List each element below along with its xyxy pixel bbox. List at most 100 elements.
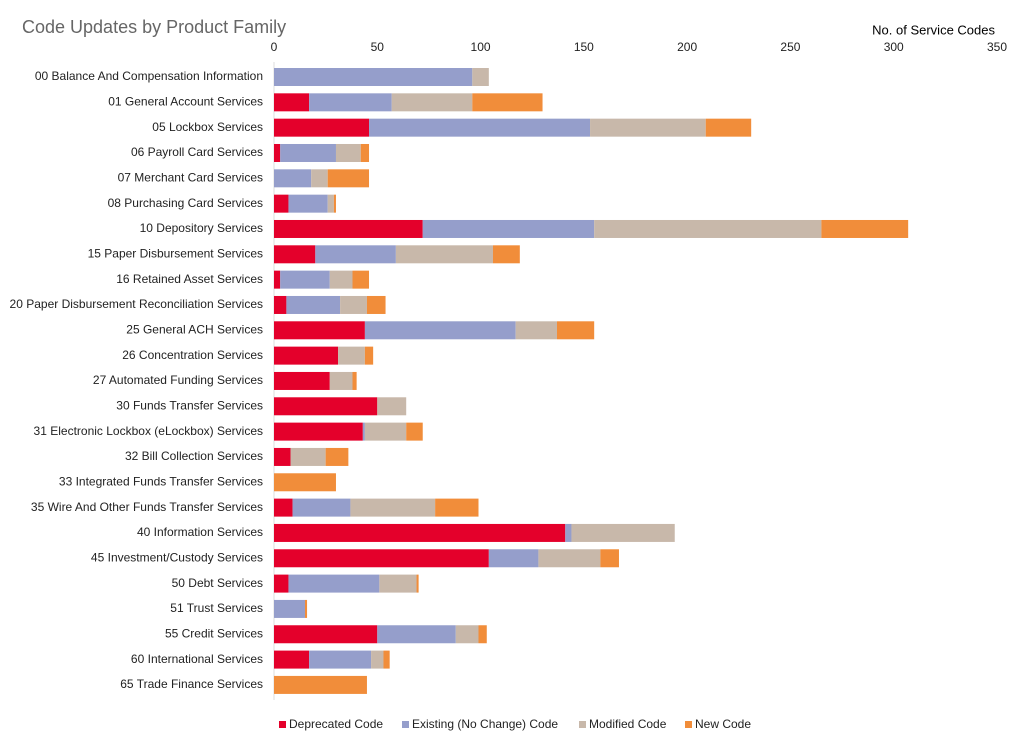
bar-segment: [371, 650, 384, 669]
y-tick-label: 10 Depository Services: [140, 221, 263, 235]
bar-segment: [350, 498, 436, 517]
legend-label: New Code: [695, 717, 751, 731]
bar-segment: [488, 549, 539, 568]
legend-label: Modified Code: [589, 717, 667, 731]
bar-segment: [315, 245, 396, 264]
bar-segment: [333, 194, 336, 213]
bar-segment: [274, 245, 316, 264]
bar-segment: [327, 169, 370, 188]
bar-segment: [274, 498, 293, 517]
legend-swatch: [579, 721, 586, 728]
y-tick-label: 20 Paper Disbursement Reconciliation Ser…: [10, 297, 263, 311]
bar-segment: [325, 447, 349, 466]
bar-segment: [274, 346, 339, 365]
y-tick-label: 33 Integrated Funds Transfer Services: [59, 474, 263, 488]
bar-segment: [274, 68, 473, 86]
bar-segment: [280, 270, 330, 289]
bar-segment: [369, 118, 591, 137]
y-tick-label: 15 Paper Disbursement Services: [88, 246, 263, 260]
bar-segment: [274, 574, 289, 593]
bar-segment: [292, 498, 351, 517]
bar-segment: [435, 498, 479, 517]
bar-segment: [515, 321, 558, 340]
bar-segment: [705, 118, 752, 137]
bar-segment: [329, 270, 353, 289]
bar-segment: [395, 245, 493, 264]
bar-segment: [571, 523, 675, 542]
bar-segment: [352, 371, 357, 390]
y-tick-label: 07 Merchant Card Services: [118, 170, 263, 184]
x-axis-label: No. of Service Codes: [872, 22, 995, 37]
x-tick-label: 300: [884, 40, 904, 54]
bar-segment: [274, 169, 312, 188]
bar-segment: [309, 650, 372, 669]
bar-segment: [364, 321, 516, 340]
bar-segment: [274, 219, 423, 238]
bar-segment: [274, 549, 489, 568]
bar-segment: [377, 625, 456, 644]
bar-segment: [383, 650, 390, 669]
bar-segment: [406, 422, 423, 441]
bar-segment: [379, 574, 417, 593]
bar-segment: [274, 447, 291, 466]
bar-segment: [590, 118, 706, 137]
y-tick-label: 35 Wire And Other Funds Transfer Service…: [31, 500, 263, 514]
bar-segment: [422, 219, 595, 238]
bar-segment: [288, 194, 328, 213]
y-tick-label: 25 General ACH Services: [126, 322, 263, 336]
bar-segment: [538, 549, 601, 568]
y-tick-label: 60 International Services: [131, 652, 263, 666]
bar-segment: [338, 346, 365, 365]
bar-segment: [565, 523, 572, 542]
bar-segment: [600, 549, 619, 568]
y-tick-label: 08 Purchasing Card Services: [108, 196, 263, 210]
bar-segment: [274, 194, 289, 213]
y-tick-label: 65 Trade Finance Services: [120, 677, 263, 691]
y-tick-label: 26 Concentration Services: [122, 348, 263, 362]
y-tick-label: 00 Balance And Compensation Information: [35, 69, 263, 83]
bar-segment: [416, 574, 419, 593]
y-tick-label: 55 Credit Services: [165, 626, 263, 640]
bar-segment: [821, 219, 909, 238]
y-tick-label: 51 Trust Services: [170, 601, 263, 615]
bar-segment: [352, 270, 370, 289]
bar-segment: [274, 523, 566, 542]
bar-segment: [274, 143, 281, 162]
bar-segment: [335, 143, 361, 162]
bar-segment: [274, 625, 378, 644]
x-tick-label: 100: [471, 40, 491, 54]
bar-segment: [329, 371, 353, 390]
x-tick-label: 350: [987, 40, 1007, 54]
bar-segment: [274, 270, 281, 289]
bar-segment: [478, 625, 487, 644]
bar-segment: [360, 143, 370, 162]
bar-segment: [557, 321, 595, 340]
y-tick-label: 16 Retained Asset Services: [116, 272, 263, 286]
bar-segment: [492, 245, 520, 264]
y-tick-label: 31 Electronic Lockbox (eLockbox) Service…: [34, 424, 263, 438]
y-tick-label: 01 General Account Services: [108, 95, 263, 109]
bar-segment: [594, 219, 822, 238]
legend-label: Existing (No Change) Code: [412, 717, 558, 731]
bar-segment: [274, 473, 336, 492]
bar-segment: [327, 194, 334, 213]
bar-segment: [274, 321, 365, 340]
x-tick-label: 0: [271, 40, 278, 54]
legend-swatch: [402, 721, 409, 728]
y-tick-label: 06 Payroll Card Services: [131, 145, 263, 159]
chart-title: Code Updates by Product Family: [22, 17, 286, 37]
bar-segment: [364, 422, 407, 441]
bar-segment: [391, 93, 473, 112]
bar-segment: [274, 295, 287, 314]
bar-segment: [340, 295, 367, 314]
y-tick-label: 40 Information Services: [137, 525, 263, 539]
bar-segment: [274, 599, 305, 618]
bar-segment: [274, 93, 310, 112]
bar-segment: [472, 68, 489, 86]
bar-segment: [362, 422, 365, 441]
x-tick-label: 250: [780, 40, 800, 54]
bar-segment: [366, 295, 386, 314]
legend-swatch: [685, 721, 692, 728]
bar-segment: [377, 397, 407, 416]
